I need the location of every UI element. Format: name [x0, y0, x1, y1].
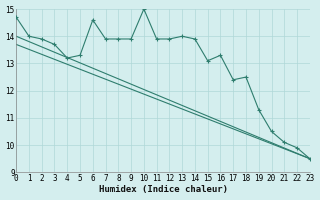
X-axis label: Humidex (Indice chaleur): Humidex (Indice chaleur) — [99, 185, 228, 194]
